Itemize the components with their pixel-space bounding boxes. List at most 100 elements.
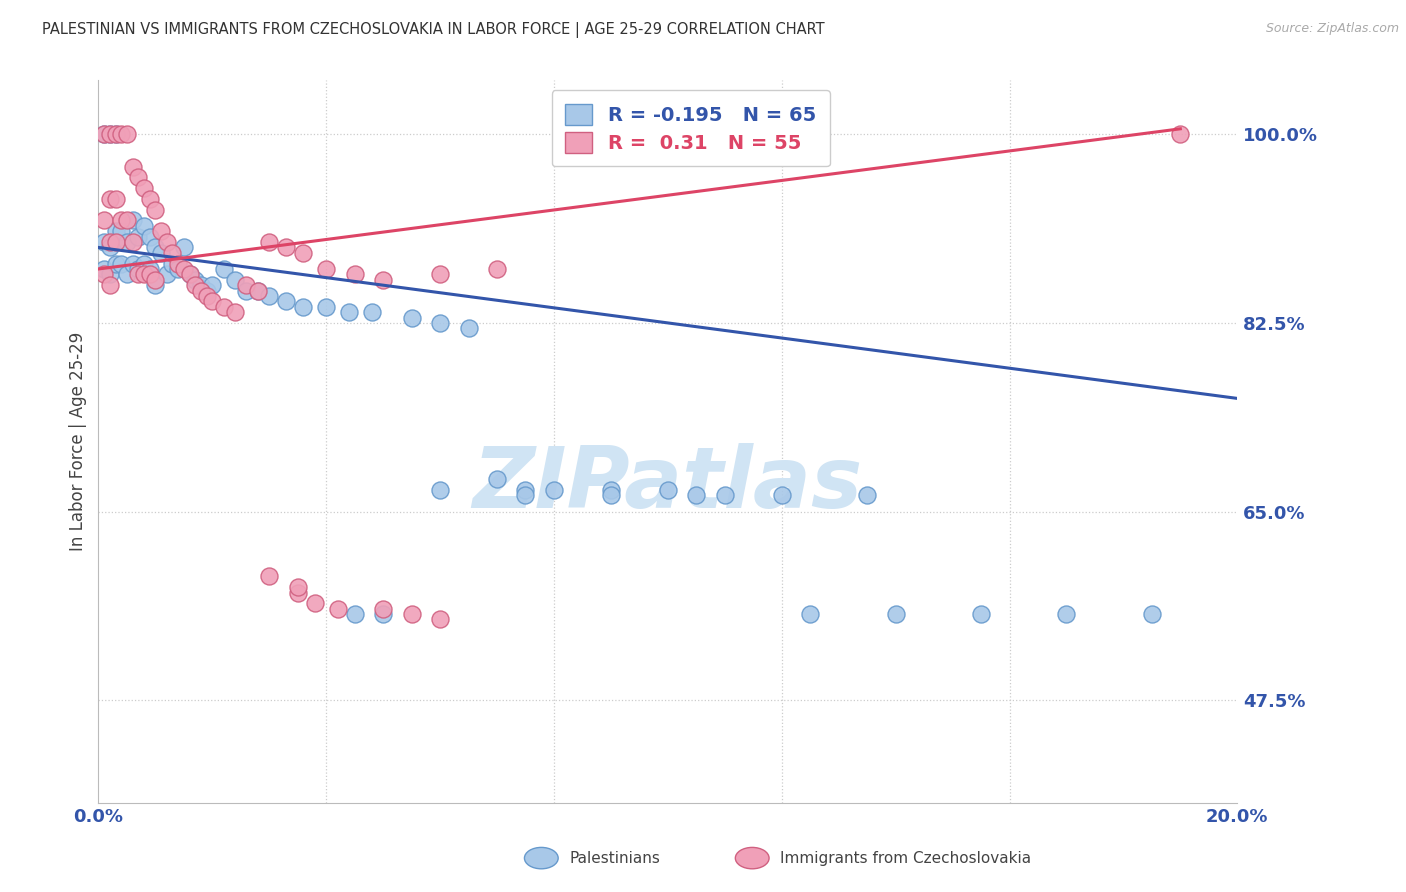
Point: [600, 483, 623, 497]
Point: [429, 316, 451, 330]
Point: [93, 262, 115, 277]
Point: [98, 127, 121, 141]
Point: [1170, 127, 1192, 141]
Point: [167, 262, 190, 277]
Point: [132, 257, 155, 271]
Point: [246, 284, 269, 298]
Text: Source: ZipAtlas.com: Source: ZipAtlas.com: [1265, 22, 1399, 36]
Point: [115, 127, 138, 141]
Point: [429, 612, 451, 626]
Point: [104, 235, 127, 249]
Point: [138, 262, 160, 277]
Point: [401, 310, 423, 325]
Point: [486, 262, 509, 277]
Point: [98, 240, 121, 254]
Point: [343, 607, 366, 621]
Text: Immigrants from Czechoslovakia: Immigrants from Czechoslovakia: [780, 851, 1032, 865]
Point: [1056, 607, 1078, 621]
Point: [201, 294, 224, 309]
Point: [93, 213, 115, 227]
Point: [276, 240, 298, 254]
Point: [93, 127, 115, 141]
Point: [360, 305, 382, 319]
Text: ZIPatlas: ZIPatlas: [472, 443, 863, 526]
Point: [93, 235, 115, 249]
Point: [373, 601, 395, 615]
Point: [543, 483, 565, 497]
Point: [104, 224, 127, 238]
Point: [115, 235, 138, 249]
Point: [145, 202, 167, 217]
Point: [173, 262, 195, 277]
Text: Palestinians: Palestinians: [569, 851, 661, 865]
Point: [337, 305, 360, 319]
Point: [685, 488, 707, 502]
Point: [98, 235, 121, 249]
Point: [195, 289, 218, 303]
Point: [657, 483, 679, 497]
Point: [970, 607, 993, 621]
Point: [127, 170, 149, 185]
Point: [276, 294, 298, 309]
Point: [150, 245, 173, 260]
Point: [115, 268, 138, 282]
Point: [287, 585, 309, 599]
Point: [799, 607, 821, 621]
Point: [600, 488, 623, 502]
Point: [110, 257, 132, 271]
Point: [179, 268, 201, 282]
Point: [184, 273, 207, 287]
Point: [292, 245, 315, 260]
Point: [457, 321, 479, 335]
Point: [167, 257, 190, 271]
Point: [292, 300, 315, 314]
Point: [93, 268, 115, 282]
Point: [259, 569, 281, 583]
Point: [162, 245, 184, 260]
Point: [173, 240, 195, 254]
Point: [212, 300, 235, 314]
Point: [145, 273, 167, 287]
Point: [98, 127, 121, 141]
Point: [132, 268, 155, 282]
Point: [98, 268, 121, 282]
Point: [235, 284, 257, 298]
Point: [429, 268, 451, 282]
Point: [224, 305, 246, 319]
Point: [121, 235, 143, 249]
Point: [326, 601, 349, 615]
Point: [195, 284, 218, 298]
Point: [104, 127, 127, 141]
Point: [714, 488, 737, 502]
Point: [110, 213, 132, 227]
Point: [138, 229, 160, 244]
Point: [132, 219, 155, 233]
Point: [115, 213, 138, 227]
Point: [515, 488, 537, 502]
Y-axis label: In Labor Force | Age 25-29: In Labor Force | Age 25-29: [69, 332, 87, 551]
Point: [190, 284, 212, 298]
Point: [127, 262, 149, 277]
Point: [110, 127, 132, 141]
Point: [156, 268, 179, 282]
Point: [138, 192, 160, 206]
Point: [884, 607, 907, 621]
Point: [145, 278, 167, 293]
Point: [127, 229, 149, 244]
Point: [856, 488, 879, 502]
Point: [373, 273, 395, 287]
Point: [138, 268, 160, 282]
Point: [121, 213, 143, 227]
Text: PALESTINIAN VS IMMIGRANTS FROM CZECHOSLOVAKIA IN LABOR FORCE | AGE 25-29 CORRELA: PALESTINIAN VS IMMIGRANTS FROM CZECHOSLO…: [42, 22, 825, 38]
Point: [190, 278, 212, 293]
Point: [287, 580, 309, 594]
Point: [104, 127, 127, 141]
Point: [145, 240, 167, 254]
Point: [315, 262, 337, 277]
Point: [184, 278, 207, 293]
Point: [156, 235, 179, 249]
Point: [343, 268, 366, 282]
Point: [132, 181, 155, 195]
Point: [373, 607, 395, 621]
Point: [315, 300, 337, 314]
